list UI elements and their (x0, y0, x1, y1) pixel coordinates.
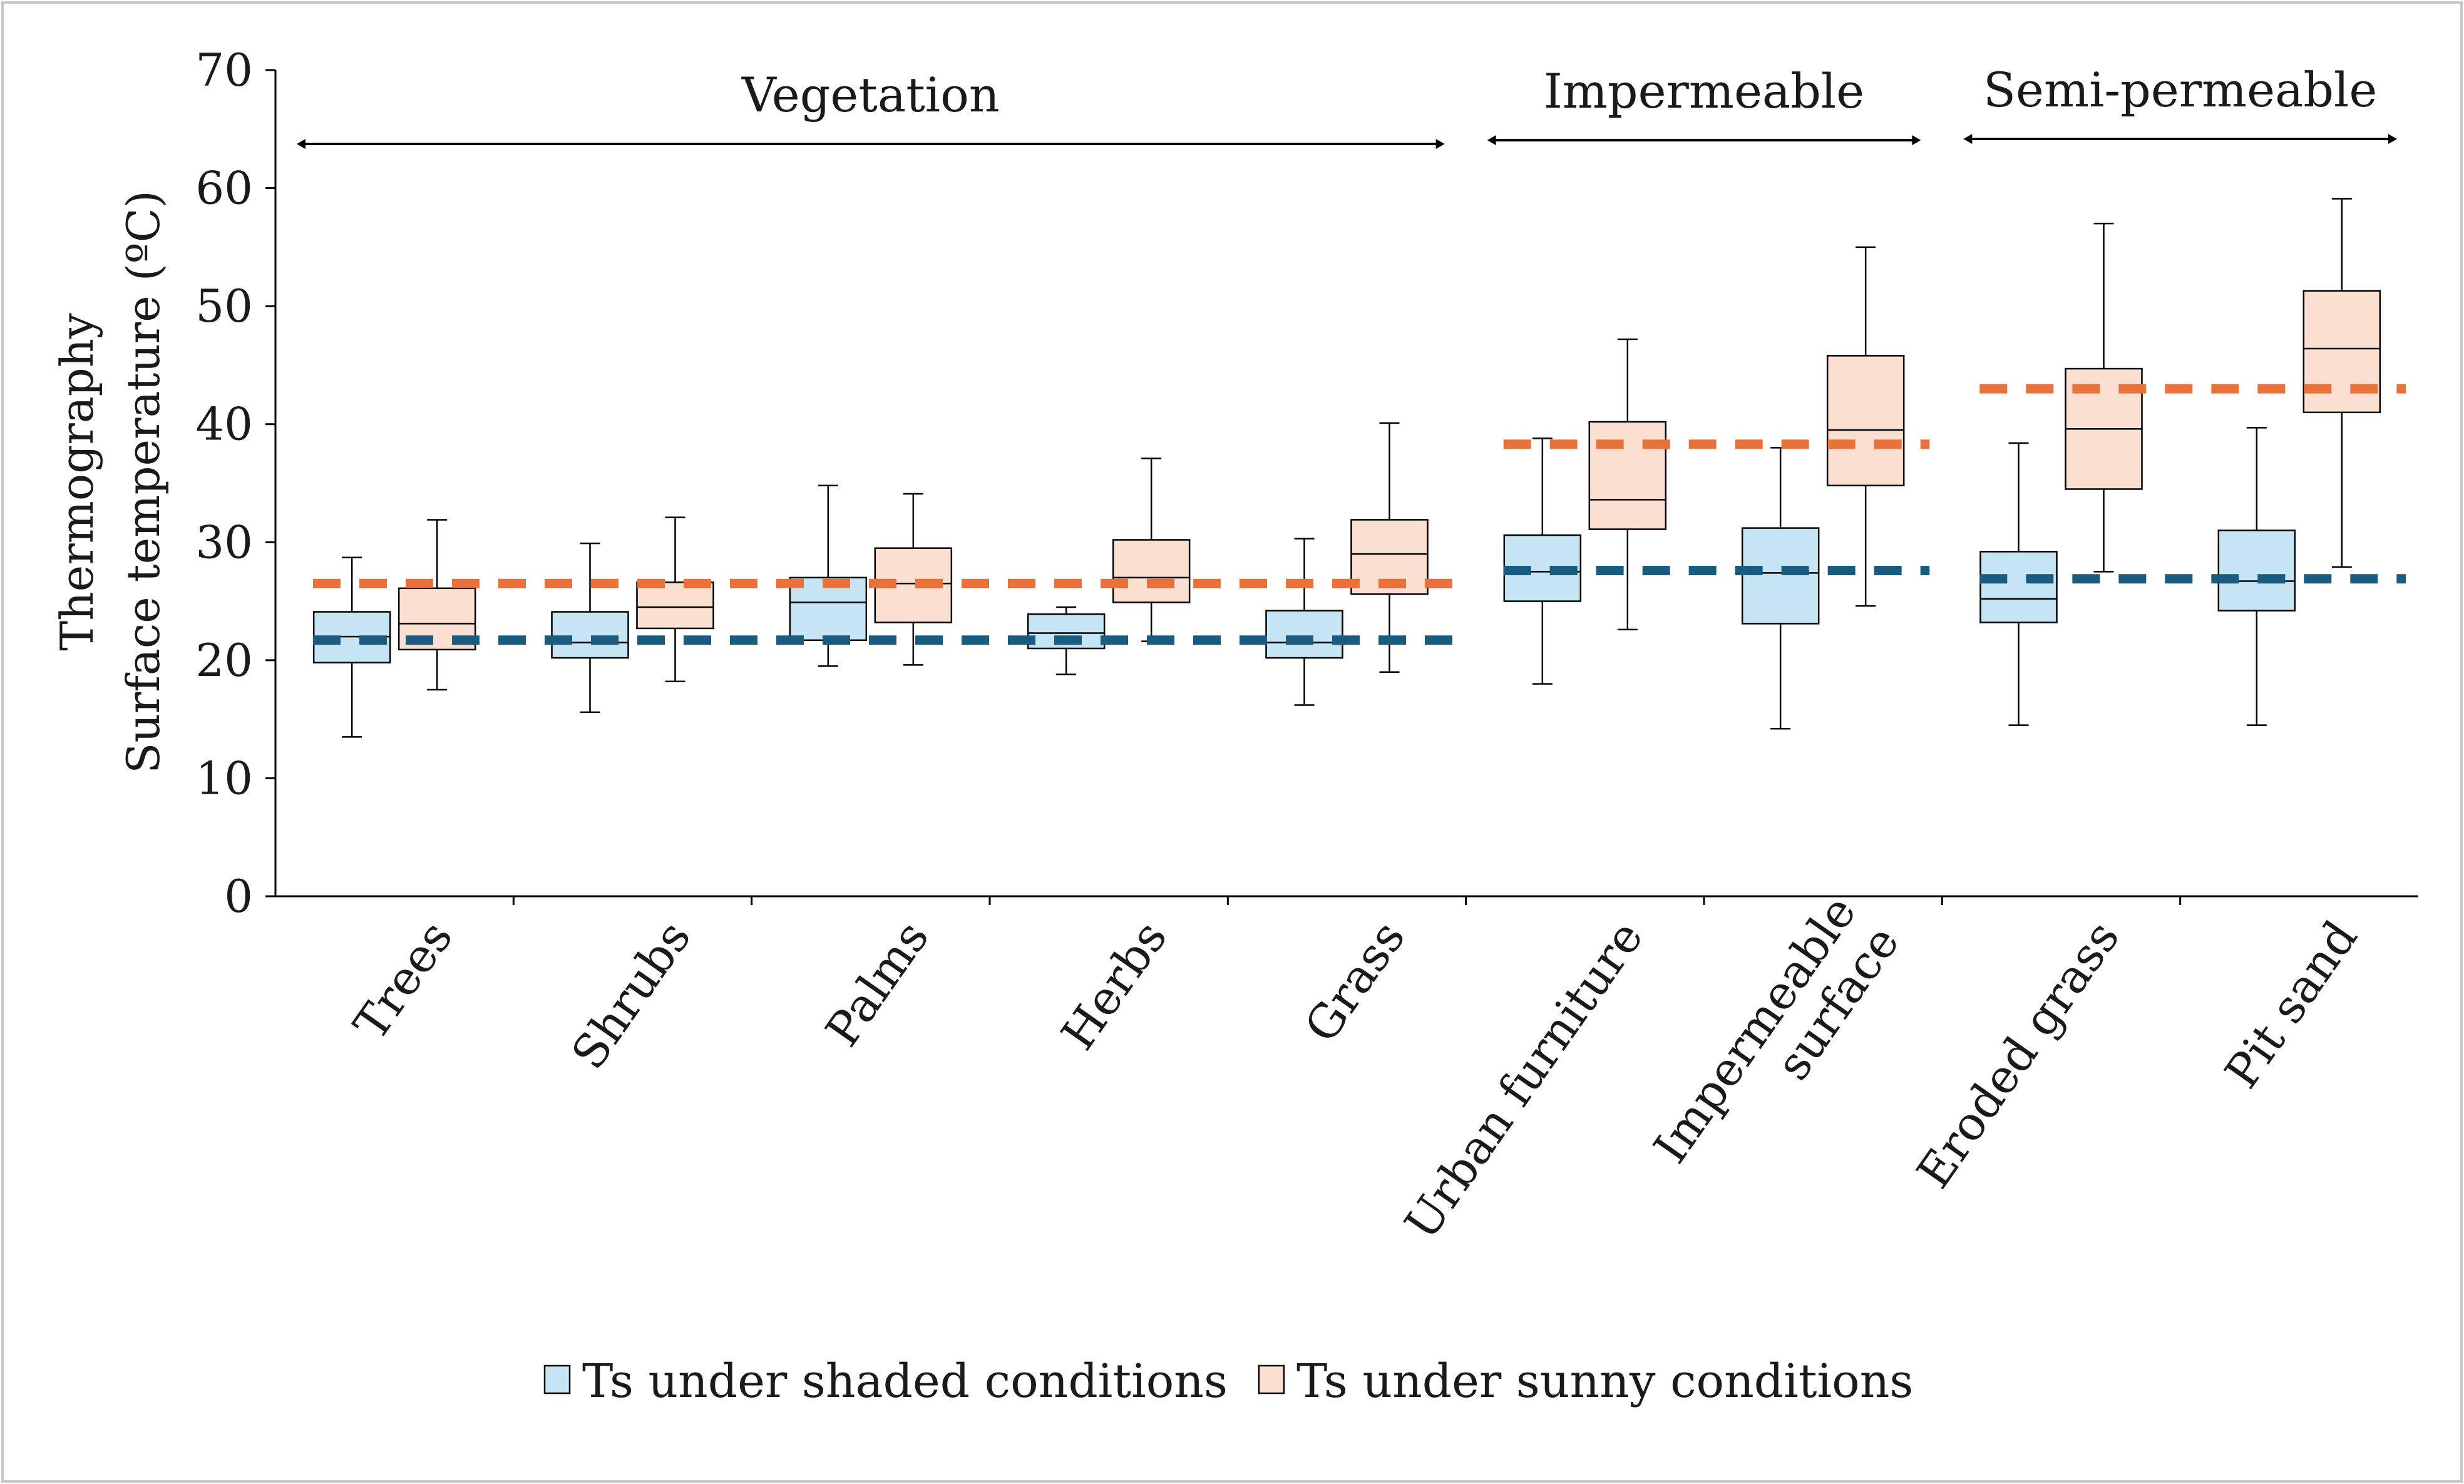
box-sunny (1826, 246, 1905, 607)
group-bracket-end (1435, 139, 1445, 149)
box-iqr (1826, 355, 1905, 487)
legend-label: Ts under sunny conditions (1296, 1354, 1913, 1408)
box-sunny (1112, 458, 1191, 642)
box-iqr (1741, 527, 1820, 625)
legend-swatch-sunny (1258, 1364, 1285, 1394)
box-iqr (1265, 610, 1343, 659)
box-shaded (1979, 442, 2058, 726)
box-shaded (1741, 447, 1820, 730)
box-iqr (1112, 539, 1191, 603)
box-shaded (2217, 427, 2296, 726)
group-bracket-end (1487, 135, 1496, 145)
box-iqr (1979, 551, 2058, 623)
y-tick-label: 20 (195, 634, 253, 687)
group-bracket-end (2388, 134, 2397, 144)
y-tick-label: 10 (195, 752, 253, 804)
legend-label: Ts under shaded conditions (582, 1354, 1228, 1408)
y-tick-label: 60 (195, 162, 253, 215)
group-label: Vegetation (741, 67, 1000, 123)
y-axis-label-line1: Thermography (51, 313, 103, 651)
box-sunny (636, 516, 714, 683)
box-sunny (2065, 222, 2143, 573)
box-shaded (551, 542, 629, 714)
y-tick-label: 0 (224, 870, 253, 923)
legend-swatch-shaded (543, 1364, 571, 1394)
y-tick-label: 70 (195, 44, 253, 96)
box-iqr (2302, 290, 2381, 414)
y-tick-label: 50 (195, 280, 253, 332)
y-tick-label: 30 (195, 516, 253, 568)
legend: Ts under shaded conditions Ts under sunny… (543, 1354, 1913, 1408)
y-tick-label: 40 (195, 398, 253, 451)
group-bracket-end (297, 139, 305, 149)
group-bracket-end (1912, 135, 1921, 145)
y-axis-label-line2: Surface temperature (ºC) (117, 190, 170, 774)
group-label: Impermeable (1544, 63, 1864, 119)
box-iqr (636, 581, 714, 630)
box-iqr (551, 611, 629, 659)
group-bracket-end (1963, 134, 1973, 144)
box-iqr (1588, 421, 1667, 530)
group-label: Semi-permeable (1983, 62, 2377, 118)
box-iqr (2217, 530, 2296, 612)
